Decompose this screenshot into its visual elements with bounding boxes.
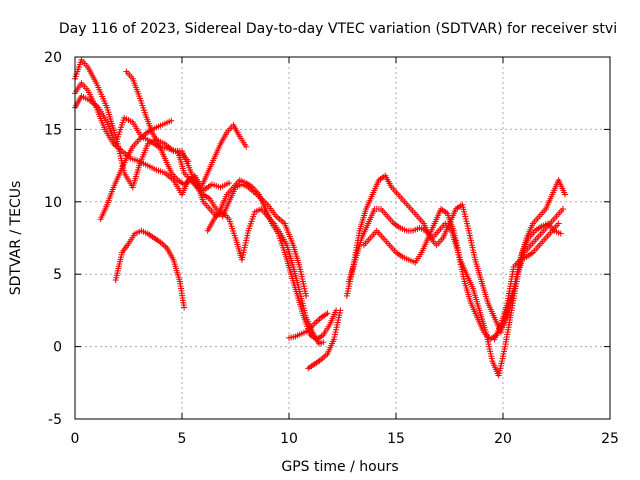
data-point	[168, 117, 175, 124]
series-J	[305, 307, 344, 372]
data-point	[226, 179, 233, 186]
x-tick-label: 25	[601, 431, 619, 447]
x-axis-label: GPS time / hours	[281, 459, 398, 475]
y-tick-label: 10	[44, 195, 62, 211]
series-N	[491, 220, 562, 343]
series-D	[97, 117, 175, 223]
data-marks	[72, 56, 569, 379]
data-point	[303, 292, 310, 299]
chart-title: Day 116 of 2023, Sidereal Day-to-day VTE…	[59, 21, 617, 37]
data-point	[562, 191, 569, 198]
plot-frame	[74, 56, 611, 420]
y-tick-label: 20	[44, 50, 62, 66]
x-tick-label: 10	[280, 431, 298, 447]
y-tick-label: 15	[44, 122, 62, 138]
data-point	[559, 206, 566, 213]
series-K	[343, 172, 569, 336]
y-tick-label: -5	[48, 412, 62, 428]
data-point	[181, 304, 188, 311]
y-tick-label: 5	[53, 267, 62, 283]
data-point	[555, 220, 562, 227]
data-point	[320, 339, 327, 346]
data-point	[185, 158, 192, 165]
series-H	[204, 177, 340, 343]
y-tick-label: 0	[53, 340, 62, 356]
y-axis-label: SDTVAR / TECUs	[8, 181, 24, 296]
series-E	[112, 227, 188, 311]
data-point	[243, 143, 250, 150]
data-point	[337, 307, 344, 314]
x-tick-label: 0	[71, 431, 80, 447]
data-point	[324, 310, 331, 317]
x-tick-label: 20	[494, 431, 512, 447]
x-tick-label: 5	[178, 431, 187, 447]
ticks: 0 5 10 15 20 25 -5 0 5 10 15 20	[44, 50, 619, 447]
data-point	[557, 230, 564, 237]
series-M	[360, 206, 566, 379]
x-tick-label: 15	[387, 431, 405, 447]
series-I	[286, 310, 331, 341]
